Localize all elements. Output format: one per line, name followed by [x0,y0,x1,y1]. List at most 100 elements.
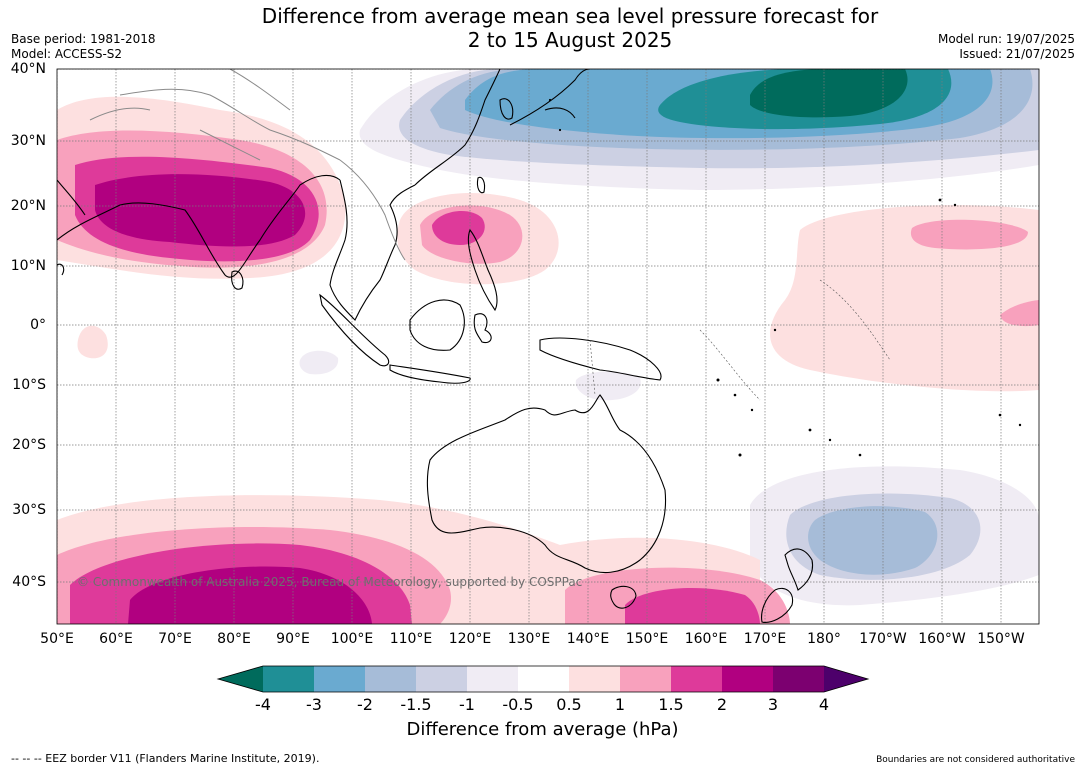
colorbar-cell [671,666,723,692]
colorbar-tick-label: 0.5 [556,695,582,714]
graticule [57,69,1039,624]
lon-label-100e: 100°E [330,631,374,647]
positive-anomaly-india-3 [95,174,306,247]
lon-label-120e: 120°E [448,631,492,647]
map-title: Difference from average mean sea level p… [170,4,970,52]
lat-label-10s: 10°S [12,377,46,393]
lat-label-equator: 0° [30,317,46,333]
colorbar-title: Difference from average (hPa) [406,719,679,740]
coast-newzealand-south [761,587,794,623]
eez-borders [589,279,891,401]
positive-anomaly-patch-arabian [77,325,108,359]
lon-label-160e: 160°E [684,631,728,647]
model-name: Model: ACCESS-S2 [11,47,123,61]
lat-label-30n: 30°N [10,133,46,149]
positive-anomaly-pacific-2 [1000,300,1039,327]
colorbar-cell [314,666,366,692]
colorbar-cell [569,666,621,692]
colorbar-tick-label: -1.5 [400,695,432,714]
lon-label-60e: 60°E [99,631,133,647]
land-borders [89,69,406,261]
coast-australia [426,394,667,574]
negative-anomaly-southpacific-2 [808,506,938,575]
positive-anomaly-pacific-1 [910,219,1028,250]
boundaries-disclaimer: Boundaries are not considered authoritat… [876,755,1075,765]
lat-label-40n: 40°N [10,61,46,77]
coast-korea [499,98,514,120]
colorbar-tick-label: 1.5 [658,695,684,714]
colorbar-tick-label: 4 [818,695,830,714]
colorbar-tick-label: -3 [306,695,322,714]
colorbar-tick-label: -2 [357,695,373,714]
lon-label-70e: 70°E [158,631,192,647]
colorbar-cell [416,666,468,692]
colorbar-cell [467,666,519,692]
colorbar-tick-label: 1 [614,695,626,714]
title-line-2: 2 to 15 August 2025 [467,28,673,52]
negative-anomaly-patch-png [575,371,641,401]
map-frame [56,68,1040,625]
lon-label-110e: 110°E [389,631,433,647]
issued-date: Issued: 21/07/2025 [959,47,1075,61]
colorbar-cells [263,666,825,692]
negative-anomaly-northpacific-5 [750,69,908,118]
colorbar-cell [263,666,315,692]
colorbar-cell [620,666,672,692]
lon-label-160w: 160°W [918,631,966,647]
lon-label-150w: 150°W [977,631,1025,647]
lon-label-50e: 50°E [40,631,74,647]
lon-label-180: 180° [807,631,841,647]
positive-anomaly-philippines-2 [432,210,485,245]
colorbar-cell [722,666,774,692]
coast-sumatra [319,293,390,367]
coast-tasmania [610,585,637,609]
coast-newguinea [539,337,662,381]
negative-anomaly-patch-indian [299,350,339,375]
coast-taiwan [476,176,486,194]
coast-sulawesi [473,313,492,344]
lon-label-170e: 170°E [743,631,787,647]
coast-newzealand-north [784,548,814,591]
colorbar-outline [216,665,870,693]
lon-label-90e: 90°E [276,631,310,647]
lat-label-30s: 30°S [12,502,46,518]
coast-philippines [467,228,498,312]
colorbar-extend-low [218,666,263,692]
colorbar-tick-label: -4 [255,695,271,714]
model-run: Model run: 19/07/2025 [937,32,1075,46]
coast-southeast-asia [329,179,416,321]
lat-label-10n: 10°N [10,258,46,274]
meta-left: Base period: 1981-2018 Model: ACCESS-S2 [11,32,156,62]
lat-label-20n: 20°N [10,198,46,214]
eez-legend-note: -- -- -- EEZ border V11 (Flanders Marine… [11,752,320,765]
colorbar-tick-label: 3 [767,695,779,714]
positive-anomaly-tasmania-2 [625,587,760,624]
coast-arabia [57,179,86,276]
title-line-1: Difference from average mean sea level p… [261,4,879,28]
coast-india [57,174,341,278]
colorbar-extend-high [824,666,868,692]
positive-anomaly-southernocean-3 [128,566,372,624]
copyright-watermark: © Commonwealth of Australia 2025, Bureau… [77,575,583,589]
lon-label-140e: 140°E [566,631,610,647]
coastlines [57,69,814,623]
coast-java [389,364,471,384]
positive-anomaly-pacific-outer [770,205,1039,392]
colorbar-cell [518,666,570,692]
lon-label-80e: 80°E [217,631,251,647]
lon-label-170w: 170°W [859,631,907,647]
anomaly-fields [57,69,1039,624]
coast-china [414,69,501,186]
lat-label-20s: 20°S [12,437,46,453]
colorbar-tick-label: 2 [716,695,728,714]
coast-borneo [409,299,465,351]
coast-srilanka [231,270,244,290]
base-period: Base period: 1981-2018 [11,32,156,46]
lon-label-130e: 130°E [507,631,551,647]
lon-label-150e: 150°E [625,631,669,647]
meta-right: Model run: 19/07/2025 Issued: 21/07/2025 [938,32,1075,62]
colorbar-cell [773,666,825,692]
lat-label-40s: 40°S [12,574,46,590]
colorbar [216,665,870,693]
